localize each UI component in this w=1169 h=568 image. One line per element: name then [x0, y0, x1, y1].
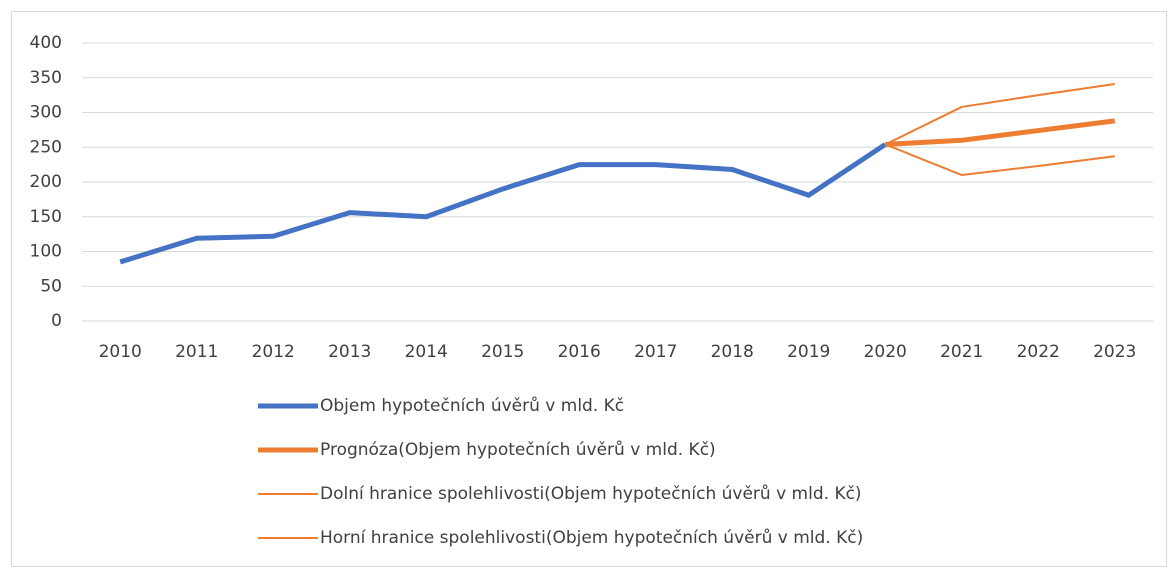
- chart-border: [11, 11, 1167, 567]
- y-tick-label: 50: [40, 276, 62, 296]
- legend-label: Prognóza(Objem hypotečních úvěrů v mld. …: [320, 440, 716, 460]
- y-tick-label: 0: [51, 311, 62, 331]
- y-tick-label: 300: [30, 103, 62, 123]
- y-tick-label: 150: [30, 207, 62, 227]
- x-tick-label: 2018: [711, 342, 754, 362]
- x-tick-label: 2010: [99, 342, 142, 362]
- y-tick-label: 100: [30, 242, 62, 262]
- legend-label: Dolní hranice spolehlivosti(Objem hypote…: [320, 484, 862, 504]
- series-line: [884, 83, 1115, 146]
- x-tick-label: 2015: [481, 342, 524, 362]
- series-line: [119, 142, 887, 265]
- legend-label: Objem hypotečních úvěrů v mld. Kč: [320, 396, 624, 416]
- y-tick-label: 200: [30, 172, 62, 192]
- x-tick-label: 2020: [864, 342, 907, 362]
- x-tick-label: 2012: [252, 342, 295, 362]
- x-tick-label: 2013: [328, 342, 371, 362]
- y-tick-label: 250: [30, 137, 62, 157]
- x-tick-label: 2016: [558, 342, 601, 362]
- x-tick-label: 2022: [1017, 342, 1060, 362]
- x-tick-label: 2017: [634, 342, 677, 362]
- series-line: [885, 118, 1116, 147]
- x-tick-label: 2023: [1093, 342, 1136, 362]
- x-tick-label: 2021: [940, 342, 983, 362]
- series-line: [884, 143, 1115, 177]
- x-tick-label: 2011: [175, 342, 218, 362]
- x-tick-label: 2014: [405, 342, 448, 362]
- legend-label: Horní hranice spolehlivosti(Objem hypote…: [320, 528, 863, 548]
- y-tick-label: 400: [30, 33, 62, 53]
- x-tick-label: 2019: [787, 342, 830, 362]
- y-tick-label: 350: [30, 68, 62, 88]
